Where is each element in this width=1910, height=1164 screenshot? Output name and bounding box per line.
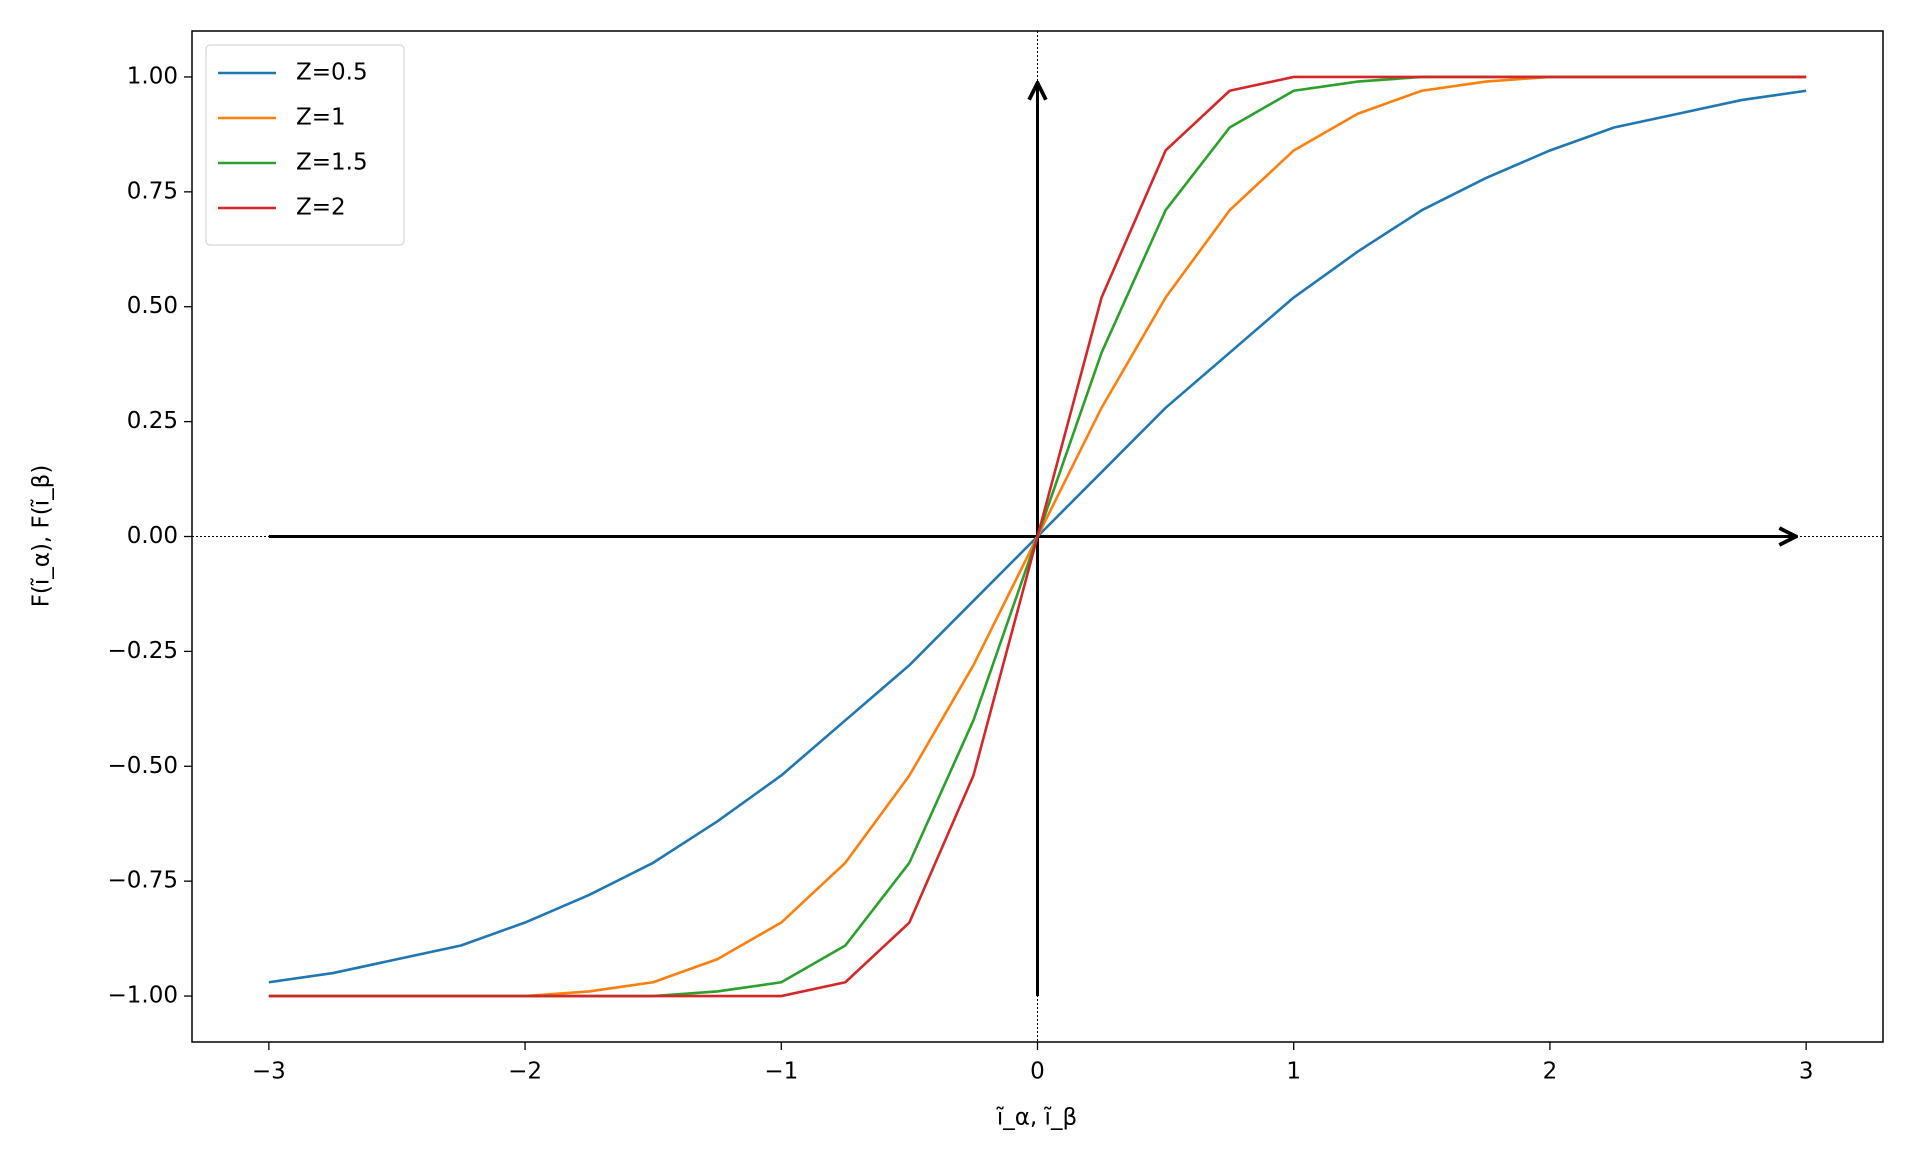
- y-tick-label: −0.50: [108, 753, 178, 779]
- x-tick-label: 0: [1030, 1059, 1045, 1085]
- y-tick-label: 0.75: [127, 178, 178, 204]
- y-tick-label: −0.25: [108, 638, 178, 664]
- x-tick-label: −1: [764, 1059, 798, 1085]
- plot-frame: [191, 30, 1884, 1043]
- y-tick-label: 0.00: [127, 523, 178, 549]
- y-tick-label: −0.75: [108, 868, 178, 894]
- x-axis-label: ĩ_α, ĩ_β: [996, 1105, 1077, 1131]
- legend-box: [205, 44, 405, 246]
- legend-label: Z=1: [296, 105, 346, 131]
- y-tick-label: 0.50: [127, 293, 178, 319]
- y-axis-label: F(ĩ_α), F(ĩ_β): [29, 465, 55, 608]
- line-series: [268, 75, 1807, 998]
- x-tick-label: 2: [1543, 1059, 1558, 1085]
- legend-label: Z=2: [296, 195, 346, 221]
- y-tick-label: 0.25: [127, 408, 178, 434]
- x-tick-label: 3: [1799, 1059, 1814, 1085]
- legend: Z=0.5 Z=1 Z=1.5 Z=2: [205, 44, 405, 246]
- x-tick-label: −3: [252, 1059, 286, 1085]
- y-tick-label: −1.00: [108, 983, 178, 1009]
- y-tick-label: 1.00: [127, 63, 178, 89]
- legend-label: Z=1.5: [296, 150, 368, 176]
- legend-label: Z=0.5: [296, 60, 368, 86]
- x-tick-label: −2: [508, 1059, 542, 1085]
- x-tick-label: 1: [1286, 1059, 1301, 1085]
